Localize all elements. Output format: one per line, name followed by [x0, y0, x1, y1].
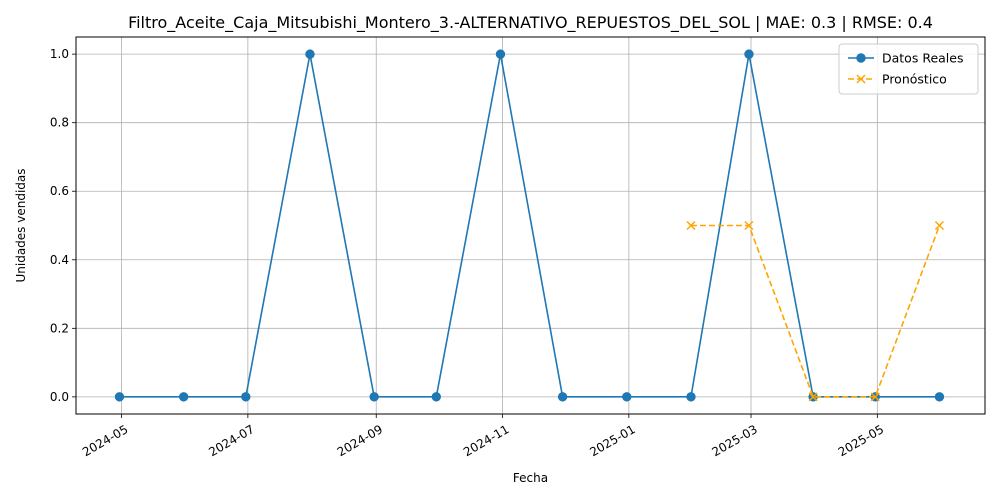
data-point — [114, 392, 125, 402]
data-point — [686, 220, 696, 231]
data-point — [369, 392, 379, 402]
x-tick-label: 2025-01 — [587, 422, 637, 459]
x-tick-label: 2024-05 — [80, 422, 130, 459]
y-tick-label: 0.6 — [50, 184, 69, 198]
legend-box — [838, 43, 979, 95]
legend-label: Datos Reales — [882, 51, 963, 66]
x-tick-label: 2025-03 — [709, 422, 759, 459]
legend: Datos Reales Pronóstico — [838, 43, 979, 95]
data-point — [495, 49, 506, 59]
data-point — [808, 392, 818, 402]
y-tick-label: 1.0 — [50, 47, 69, 61]
y-tick-label: 0.0 — [50, 390, 69, 404]
x-tick-label: 2024-07 — [206, 422, 256, 459]
data-point — [744, 220, 754, 231]
data-point — [241, 392, 251, 402]
data-point — [431, 392, 441, 402]
data-point — [934, 220, 944, 231]
data-point — [305, 49, 315, 59]
legend-marker — [856, 74, 866, 84]
x-tick-label: 2024-11 — [461, 422, 511, 459]
data-point — [870, 392, 880, 402]
legend-label: Pronóstico — [882, 72, 947, 87]
data-point — [178, 392, 189, 402]
chart-title: Filtro_Aceite_Caja_Mitsubishi_Montero_3.… — [128, 13, 933, 33]
x-tick-label: 2025-05 — [836, 422, 886, 459]
data-point — [622, 392, 632, 402]
plot-frame — [75, 36, 986, 415]
y-tick-label: 0.4 — [50, 253, 69, 267]
plot-series — [114, 49, 945, 402]
series-line-1 — [690, 224, 941, 398]
grid-lines — [76, 37, 985, 414]
data-point — [744, 49, 754, 59]
x-tick-label: 2024-09 — [335, 422, 385, 459]
x-axis-label: Fecha — [513, 471, 548, 485]
x-axis-ticks: 2024-05 2024-07 2024-09 2024-11 2025-01 2025-… — [80, 414, 886, 459]
y-tick-label: 0.2 — [50, 321, 69, 335]
data-point — [934, 392, 945, 402]
y-axis-ticks: 0.0 0.2 0.4 0.6 0.8 1.0 — [50, 47, 76, 404]
series-line-0 — [119, 53, 940, 398]
data-point — [557, 392, 568, 402]
data-point — [686, 392, 696, 402]
y-axis-label: Unidades vendidas — [14, 168, 28, 282]
legend-marker — [856, 53, 866, 63]
y-tick-label: 0.8 — [50, 116, 69, 130]
